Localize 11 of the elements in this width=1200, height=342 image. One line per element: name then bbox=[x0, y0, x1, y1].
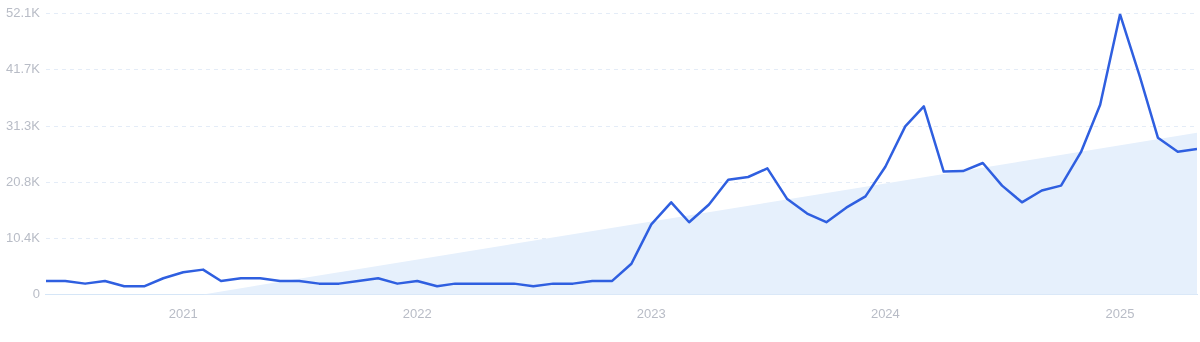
y-tick-label: 31.3K bbox=[5, 117, 41, 133]
y-tick-label: 20.8K bbox=[5, 173, 41, 189]
y-tick-label: 10.4K bbox=[5, 229, 41, 245]
x-tick-label: 2021 bbox=[168, 305, 198, 321]
x-tick-label: 2024 bbox=[870, 305, 900, 321]
x-tick-label: 2022 bbox=[402, 305, 432, 321]
y-tick-label: 41.7K bbox=[5, 61, 41, 77]
x-tick-label: 2025 bbox=[1105, 305, 1135, 321]
y-tick-label: 52.1K bbox=[5, 5, 41, 21]
x-tick-label: 2023 bbox=[636, 305, 666, 321]
y-tick-label: 0 bbox=[32, 285, 40, 301]
